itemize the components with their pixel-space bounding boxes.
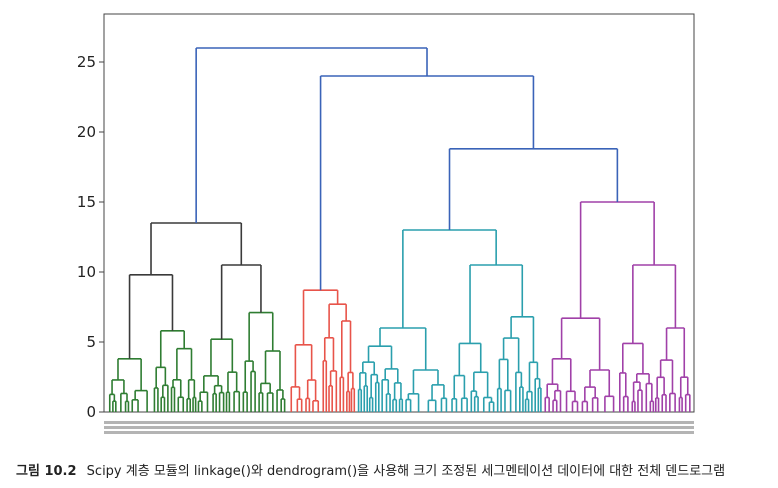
leaf-label-row: [104, 431, 694, 434]
y-axis: 0 5 10 15 20 25: [77, 53, 104, 421]
leaf-label-row: [104, 426, 694, 429]
leaf-label-row: [104, 421, 694, 424]
plot-frame: [103, 13, 695, 413]
dendrogram-chart: 0 5 10 15 20 25: [77, 13, 695, 434]
figure-caption: 그림 10.2 Scipy 계층 모듈의 linkage()와 dendrogr…: [16, 460, 776, 479]
y-tick-label: 10: [77, 263, 96, 281]
y-tick-label: 0: [86, 403, 96, 421]
y-tick-label: 25: [77, 53, 96, 71]
dendrogram-links: [108, 47, 691, 412]
caption-label: 그림 10.2: [16, 464, 77, 479]
y-tick-label: 5: [86, 333, 96, 351]
y-tick-label: 15: [77, 193, 96, 211]
leaf-labels: [104, 421, 694, 434]
caption-text: Scipy 계층 모듈의 linkage()와 dendrogram()을 사용…: [86, 464, 726, 479]
y-tick-label: 20: [77, 123, 96, 141]
